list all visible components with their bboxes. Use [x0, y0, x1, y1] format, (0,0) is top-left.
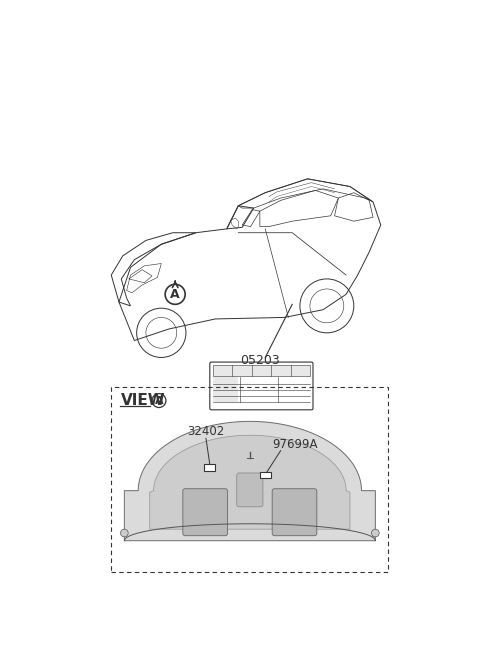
- Text: 05203: 05203: [240, 354, 280, 367]
- Text: VIEW: VIEW: [120, 393, 165, 408]
- Circle shape: [165, 284, 185, 304]
- FancyBboxPatch shape: [237, 473, 263, 507]
- Bar: [213, 377, 238, 402]
- Circle shape: [120, 529, 128, 537]
- Polygon shape: [150, 435, 350, 529]
- Text: A: A: [170, 288, 180, 301]
- Bar: [204, 464, 215, 470]
- Bar: [213, 365, 310, 376]
- FancyBboxPatch shape: [210, 362, 313, 410]
- Text: 97699A: 97699A: [272, 438, 317, 451]
- FancyBboxPatch shape: [183, 489, 228, 536]
- Circle shape: [372, 529, 379, 537]
- FancyBboxPatch shape: [272, 489, 317, 536]
- Text: A: A: [155, 396, 163, 405]
- Polygon shape: [124, 421, 375, 541]
- Bar: [260, 472, 271, 478]
- Text: 32402: 32402: [187, 425, 225, 438]
